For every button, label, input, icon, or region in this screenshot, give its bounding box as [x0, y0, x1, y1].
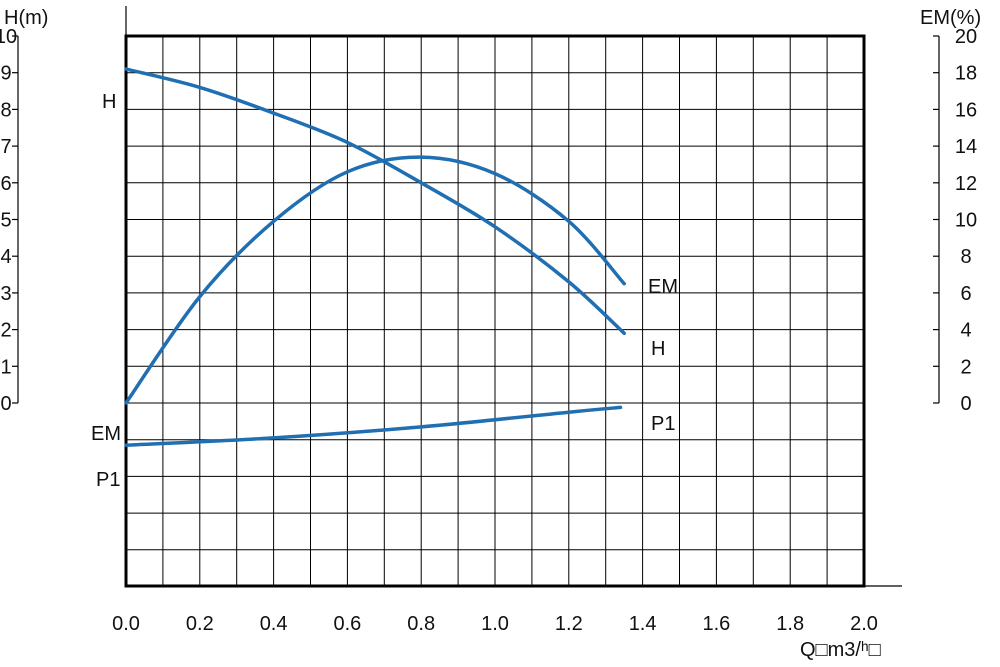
right-tick-label: 8 [960, 246, 971, 268]
right-y-scale: 0 2 4 6 8 10 12 14 16 18 20 [933, 26, 977, 415]
x-tick-label: 1.6 [702, 613, 730, 635]
left-tick-label: 5 [0, 210, 11, 232]
x-tick-label: 1.8 [776, 613, 804, 635]
curve-label-em-left: EM [91, 423, 121, 445]
left-y-scale: 0 1 2 3 4 5 6 7 8 9 10 [0, 26, 19, 415]
x-axis-title: Q□m3/ʰ□ [800, 639, 881, 661]
right-tick-label: 4 [960, 320, 971, 342]
right-tick-label: 10 [955, 210, 977, 232]
left-tick-label: 3 [0, 283, 11, 305]
curve-label-h-left: H [102, 91, 116, 113]
left-tick-label: 2 [0, 320, 11, 342]
left-tick-label: 6 [0, 173, 11, 195]
x-tick-label: 0.4 [260, 613, 288, 635]
left-tick-label: 1 [0, 356, 11, 378]
x-tick-labels: 0.0 0.2 0.4 0.6 0.8 1.0 1.2 1.4 1.6 1.8 2.0 [112, 613, 878, 635]
x-tick-label: 0.8 [407, 613, 435, 635]
curve-label-p1-left: P1 [96, 469, 120, 491]
x-tick-label: 0.6 [333, 613, 361, 635]
curve-label-em-right: EM [648, 276, 678, 298]
curve-label-h-right: H [651, 338, 665, 360]
right-tick-label: 16 [955, 99, 977, 121]
x-tick-label: 2.0 [850, 613, 878, 635]
x-tick-label: 1.4 [629, 613, 657, 635]
x-tick-label: 1.0 [481, 613, 509, 635]
x-tick-label: 0.2 [186, 613, 214, 635]
x-tick-label: 0.0 [112, 613, 140, 635]
right-axis-title: EM(%) [920, 7, 981, 29]
right-tick-label: 20 [955, 26, 977, 48]
curve-em [124, 155, 626, 405]
right-tick-label: 6 [960, 283, 971, 305]
left-tick-label: 8 [0, 99, 11, 121]
left-tick-label: 7 [0, 136, 11, 158]
plot-frame [124, 34, 866, 588]
chart-grid [126, 36, 864, 586]
left-tick-label: 4 [0, 246, 11, 268]
left-axis-title: H(m) [4, 7, 48, 29]
curve-p1 [124, 405, 623, 447]
curve-label-p1-right: P1 [651, 413, 675, 435]
curve-h [124, 67, 626, 336]
left-tick-label: 9 [0, 63, 11, 85]
left-tick-label: 0 [0, 393, 11, 415]
right-tick-label: 0 [960, 393, 971, 415]
x-tick-label: 1.2 [555, 613, 583, 635]
chart-curves [124, 67, 626, 447]
right-tick-label: 18 [955, 63, 977, 85]
right-tick-label: 2 [960, 356, 971, 378]
right-tick-label: 14 [955, 136, 977, 158]
right-tick-label: 12 [955, 173, 977, 195]
left-tick-label: 10 [0, 26, 17, 48]
